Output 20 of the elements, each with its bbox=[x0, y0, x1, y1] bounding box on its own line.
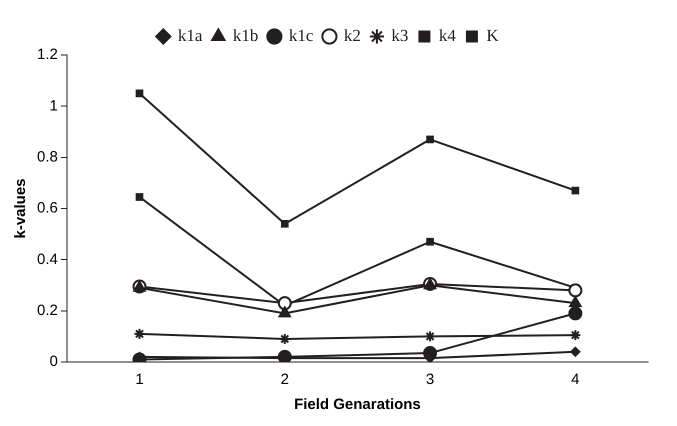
y-tick-label: 0 bbox=[50, 353, 58, 370]
y-tick-label: 1.2 bbox=[36, 46, 58, 64]
legend-label: k3 bbox=[391, 26, 408, 45]
y-tick-label: 0.2 bbox=[36, 302, 58, 319]
legend-label: k1c bbox=[288, 26, 314, 45]
x-tick-label: 4 bbox=[571, 371, 580, 388]
legend-label: K bbox=[486, 26, 500, 45]
legend-label: k2 bbox=[344, 26, 361, 45]
legend-label: k1a bbox=[178, 26, 203, 45]
y-tick-label: 0.4 bbox=[36, 250, 58, 268]
y-tick-label: 1 bbox=[50, 97, 58, 114]
y-tick-label: 0.8 bbox=[36, 148, 58, 166]
x-tick-label: 1 bbox=[135, 371, 144, 388]
legend-label: k4 bbox=[438, 26, 456, 45]
x-tick-label: 3 bbox=[426, 371, 434, 388]
y-axis-title: k-values bbox=[12, 178, 30, 239]
x-axis-title: Field Genarations bbox=[294, 396, 421, 414]
x-tick-label: 2 bbox=[280, 371, 289, 388]
legend-label: k1b bbox=[232, 26, 258, 45]
y-tick-label: 0.6 bbox=[36, 200, 58, 217]
